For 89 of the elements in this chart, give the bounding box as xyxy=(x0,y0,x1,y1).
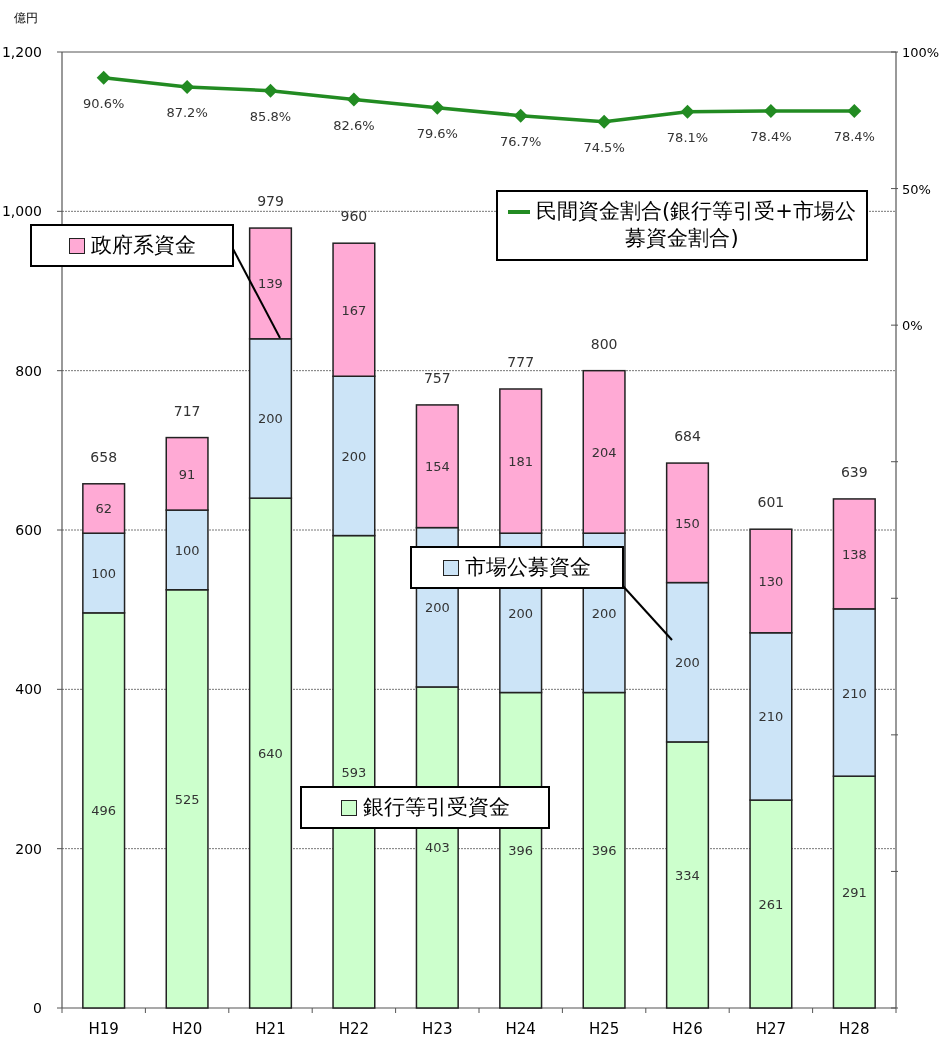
point xyxy=(263,83,278,98)
data-label: 200 xyxy=(675,655,700,671)
total-label: 757 xyxy=(423,369,451,386)
data-label: 154 xyxy=(424,459,450,475)
data-label: 181 xyxy=(508,454,534,470)
data-label: 90.6% xyxy=(83,95,125,111)
x-tick-label: H26 xyxy=(672,1020,703,1038)
data-label: 74.5% xyxy=(583,139,625,155)
data-label: 87.2% xyxy=(166,104,208,120)
callout-box: 銀行等引受資金 xyxy=(300,786,550,830)
data-label: 200 xyxy=(591,605,617,621)
callout-box: 市場公募資金 xyxy=(410,546,624,590)
total-label: 979 xyxy=(257,193,284,210)
data-label: 396 xyxy=(508,843,534,859)
data-label: 78.1% xyxy=(666,129,709,145)
data-label: 150 xyxy=(675,515,700,531)
data-label: 82.6% xyxy=(333,117,375,133)
total-label: 777 xyxy=(507,353,535,370)
data-label: 396 xyxy=(591,843,617,859)
point xyxy=(513,108,528,123)
data-label: 200 xyxy=(424,600,450,616)
legend-label: 民間資金割合(銀行等引受+市場公募資金割合) xyxy=(536,199,856,251)
point xyxy=(96,70,111,85)
data-label: 76.7% xyxy=(500,133,542,149)
y2-tick-label: 100% xyxy=(902,45,940,60)
data-label: 139 xyxy=(258,276,283,292)
data-label: 210 xyxy=(841,685,867,701)
data-label: 593 xyxy=(341,764,367,780)
callout-box: 民間資金割合(銀行等引受+市場公募資金割合) xyxy=(496,190,868,261)
data-label: 496 xyxy=(91,803,117,819)
data-label: 79.6% xyxy=(416,125,458,141)
y-tick-label: 1,000 xyxy=(1,203,42,220)
data-label: 525 xyxy=(174,791,200,807)
y2-tick-label: 50% xyxy=(902,181,931,197)
legend-label: 銀行等引受資金 xyxy=(362,795,510,819)
legend-label: 市場公募資金 xyxy=(465,555,591,579)
y-tick-label: 1,200 xyxy=(1,44,42,60)
total-label: 639 xyxy=(840,463,868,480)
data-label: 210 xyxy=(758,709,784,725)
x-tick-label: H24 xyxy=(505,1020,536,1038)
x-tick-label: H21 xyxy=(255,1020,286,1038)
total-label: 684 xyxy=(674,428,701,445)
data-label: 78.4% xyxy=(833,129,875,144)
point xyxy=(763,104,778,118)
y-tick-label: 400 xyxy=(15,681,42,698)
total-label: 717 xyxy=(173,402,201,419)
y2-tick-label: 0% xyxy=(902,318,923,334)
point xyxy=(847,104,862,118)
data-label: 334 xyxy=(675,867,700,883)
y-tick-label: 800 xyxy=(15,362,42,379)
data-label: 91 xyxy=(178,466,196,482)
data-label: 204 xyxy=(591,444,617,460)
data-label: 78.4% xyxy=(750,129,792,144)
x-tick-label: H25 xyxy=(588,1020,620,1038)
x-tick-label: H28 xyxy=(839,1020,870,1038)
total-label: 800 xyxy=(590,335,618,352)
point xyxy=(180,79,195,94)
y-tick-label: 600 xyxy=(15,522,42,538)
point xyxy=(597,114,612,129)
data-label: 291 xyxy=(841,885,867,901)
point xyxy=(680,104,695,119)
data-label: 100 xyxy=(91,566,117,582)
x-tick-label: H22 xyxy=(338,1020,370,1038)
data-label: 167 xyxy=(341,302,367,318)
y-tick-label: 200 xyxy=(15,840,42,857)
point xyxy=(346,92,361,107)
data-label: 138 xyxy=(841,546,867,562)
legend-label: 政府系資金 xyxy=(90,233,196,257)
total-label: 658 xyxy=(90,448,118,465)
total-label: 960 xyxy=(340,208,368,225)
data-label: 200 xyxy=(258,411,283,427)
data-label: 200 xyxy=(341,448,367,464)
callout-box: 政府系資金 xyxy=(30,224,234,268)
data-label: 62 xyxy=(95,501,112,517)
data-label: 130 xyxy=(758,573,784,589)
total-label: 601 xyxy=(757,494,785,511)
x-tick-label: H23 xyxy=(422,1020,453,1038)
y-axis-title: 億円 xyxy=(14,11,38,25)
data-label: 200 xyxy=(508,605,534,621)
data-label: 100 xyxy=(174,542,200,558)
data-label: 640 xyxy=(258,746,283,762)
point xyxy=(430,100,445,115)
y-tick-label: 0 xyxy=(33,1000,42,1016)
x-tick-label: H27 xyxy=(755,1020,787,1038)
data-label: 403 xyxy=(424,840,450,856)
x-tick-label: H19 xyxy=(88,1020,119,1038)
data-label: 261 xyxy=(758,897,784,913)
data-label: 85.8% xyxy=(249,108,292,124)
x-tick-label: H20 xyxy=(171,1020,203,1038)
